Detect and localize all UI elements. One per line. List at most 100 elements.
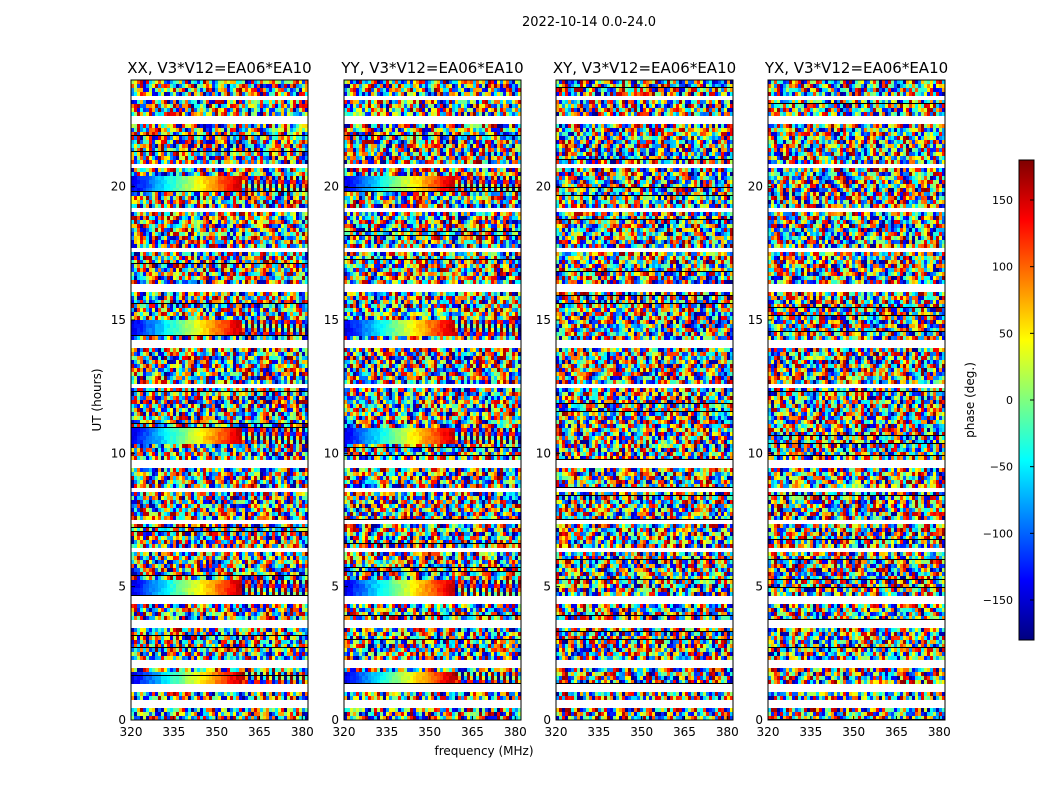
flagged-row	[131, 700, 308, 704]
x-tick-label: 350	[418, 725, 441, 739]
flagged-row	[556, 624, 733, 628]
y-tick-label: 5	[543, 580, 551, 594]
y-tick-label: 10	[748, 446, 763, 460]
flagged-row	[556, 340, 733, 344]
flagged-row	[768, 344, 945, 348]
panel-frame	[343, 79, 522, 721]
flagged-row	[344, 164, 521, 168]
x-tick-label: 365	[248, 725, 271, 739]
flagged-row	[131, 684, 308, 688]
colorbar-tick-label: 50	[999, 327, 1013, 340]
flagged-row	[344, 620, 521, 624]
flagged-row	[344, 596, 521, 600]
flagged-row	[556, 488, 733, 492]
flagged-row	[556, 248, 733, 252]
flagged-row	[768, 464, 945, 468]
flagged-row	[131, 548, 308, 552]
y-tick-label: 0	[543, 713, 551, 727]
flagged-row	[768, 340, 945, 344]
flagged-row	[344, 520, 521, 524]
flagged-row	[768, 660, 945, 664]
flagged-row	[556, 208, 733, 212]
y-tick-label: 20	[324, 180, 339, 194]
flagged-row	[344, 284, 521, 288]
panel-title: XY, V3*V12=EA06*EA10	[553, 59, 736, 77]
flagged-row	[131, 116, 308, 120]
y-tick-label: 5	[755, 580, 763, 594]
flagged-row	[556, 700, 733, 704]
flagged-row	[344, 120, 521, 124]
y-tick-label: 10	[111, 446, 126, 460]
panel-title: XX, V3*V12=EA06*EA10	[127, 59, 311, 77]
x-tick-label: 350	[205, 725, 228, 739]
flagged-row	[768, 384, 945, 388]
y-tick-label: 15	[536, 313, 551, 327]
flagged-row	[556, 464, 733, 468]
y-tick-label: 0	[331, 713, 339, 727]
x-tick-label: 335	[799, 725, 822, 739]
flagged-row	[131, 664, 308, 668]
y-tick-label: 15	[324, 313, 339, 327]
flagged-row	[768, 520, 945, 524]
panel-frame	[767, 79, 946, 721]
x-tick-label: 320	[545, 725, 568, 739]
flagged-row	[556, 284, 733, 288]
flagged-row	[344, 208, 521, 212]
flagged-row	[131, 464, 308, 468]
flagged-row	[131, 624, 308, 628]
flagged-row	[556, 596, 733, 600]
flagged-row	[556, 520, 733, 524]
flagged-row	[768, 164, 945, 168]
colorbar-tick-label: 0	[1006, 394, 1013, 407]
flagged-row	[768, 620, 945, 624]
flagged-row	[131, 340, 308, 344]
flagged-row	[131, 520, 308, 524]
flagged-row	[556, 704, 733, 708]
flagged-row	[344, 248, 521, 252]
panel-frame	[555, 79, 734, 721]
x-tick-label: 380	[504, 725, 527, 739]
flagged-row	[131, 460, 308, 464]
flagged-row	[768, 684, 945, 688]
flagged-row	[768, 700, 945, 704]
x-tick-label: 380	[716, 725, 739, 739]
flagged-row	[344, 660, 521, 664]
x-tick-label: 365	[673, 725, 696, 739]
flagged-row	[344, 344, 521, 348]
flagged-row	[556, 384, 733, 388]
x-tick-label: 365	[885, 725, 908, 739]
flagged-row	[344, 488, 521, 492]
flagged-row	[768, 488, 945, 492]
colorbar-tick-label: −50	[990, 461, 1013, 474]
flagged-row	[556, 460, 733, 464]
y-tick-label: 20	[111, 180, 126, 194]
flagged-row	[768, 208, 945, 212]
flagged-row	[131, 248, 308, 252]
flagged-row	[768, 284, 945, 288]
x-tick-label: 380	[291, 725, 314, 739]
x-tick-label: 380	[928, 725, 951, 739]
flagged-row	[131, 164, 308, 168]
flagged-row	[768, 664, 945, 668]
flagged-row	[556, 620, 733, 624]
y-tick-label: 0	[755, 713, 763, 727]
flagged-row	[131, 384, 308, 388]
flagged-row	[556, 548, 733, 552]
x-tick-label: 350	[630, 725, 653, 739]
flagged-row	[131, 596, 308, 600]
flagged-row	[131, 488, 308, 492]
flagged-row	[768, 96, 945, 100]
flagged-row	[556, 684, 733, 688]
panel-frame	[130, 79, 309, 721]
flagged-row	[131, 120, 308, 124]
flagged-row	[344, 96, 521, 100]
flagged-row	[556, 288, 733, 292]
panel-1: YY, V3*V12=EA06*EA10 320 335 350 365 380 0 5 10 1…	[324, 59, 527, 739]
flagged-row	[344, 460, 521, 464]
y-tick-label: 20	[748, 180, 763, 194]
y-tick-label: 10	[536, 446, 551, 460]
flagged-row	[344, 116, 521, 120]
flagged-row	[344, 340, 521, 344]
phase-heatmap	[131, 80, 308, 720]
